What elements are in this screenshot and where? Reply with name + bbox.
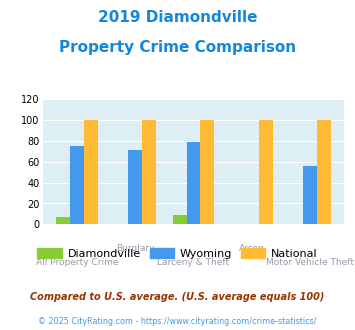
- Text: Property Crime Comparison: Property Crime Comparison: [59, 40, 296, 54]
- Bar: [129, 150, 142, 224]
- Legend: Diamondville, Wyoming, National: Diamondville, Wyoming, National: [33, 244, 322, 263]
- Text: Compared to U.S. average. (U.S. average equals 100): Compared to U.S. average. (U.S. average …: [30, 292, 325, 302]
- Bar: [56, 217, 70, 224]
- Bar: [303, 166, 317, 224]
- Bar: [317, 120, 331, 224]
- Bar: [70, 146, 84, 224]
- Text: © 2025 CityRating.com - https://www.cityrating.com/crime-statistics/: © 2025 CityRating.com - https://www.city…: [38, 317, 317, 326]
- Bar: [258, 120, 273, 224]
- Bar: [84, 120, 98, 224]
- Bar: [142, 120, 156, 224]
- Bar: [186, 142, 201, 224]
- Bar: [173, 215, 186, 224]
- Text: 2019 Diamondville: 2019 Diamondville: [98, 10, 257, 25]
- Text: Arson: Arson: [239, 244, 264, 253]
- Text: All Property Crime: All Property Crime: [36, 258, 119, 267]
- Text: Burglary: Burglary: [116, 244, 155, 253]
- Text: Larceny & Theft: Larceny & Theft: [157, 258, 230, 267]
- Bar: [201, 120, 214, 224]
- Text: Motor Vehicle Theft: Motor Vehicle Theft: [266, 258, 354, 267]
